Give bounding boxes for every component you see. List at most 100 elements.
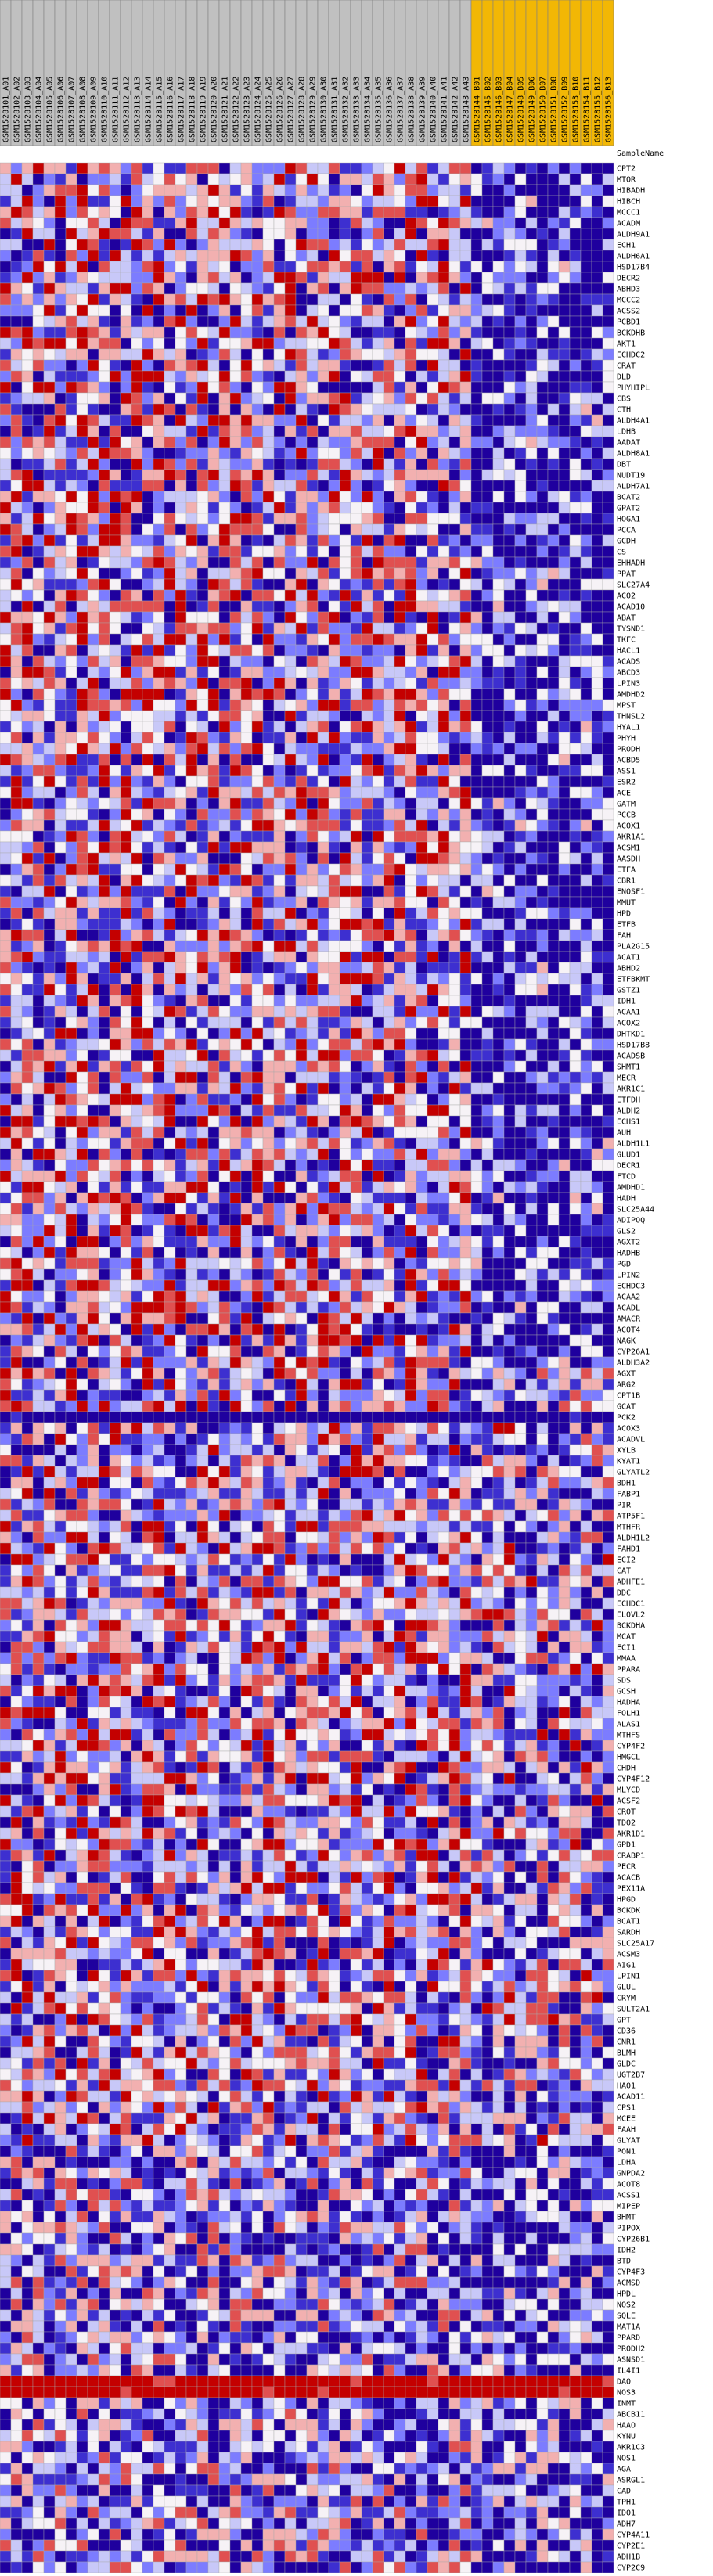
cell	[361, 655, 373, 667]
cell	[142, 962, 154, 974]
cell	[218, 293, 231, 306]
cell	[514, 491, 527, 503]
cell	[175, 414, 187, 426]
cell	[427, 1060, 439, 1073]
cell	[76, 699, 88, 711]
cell	[438, 874, 450, 887]
cell	[372, 951, 384, 963]
cell	[405, 545, 417, 558]
cell	[503, 162, 516, 174]
cell	[536, 403, 549, 416]
cell	[54, 600, 67, 613]
cell	[405, 918, 417, 930]
cell	[536, 984, 549, 996]
sample-name: GSM1528118_A18	[189, 77, 197, 142]
cell	[536, 1016, 549, 1029]
cell	[481, 995, 494, 1007]
cell	[591, 885, 603, 898]
cell	[54, 173, 67, 185]
cell	[196, 754, 209, 766]
cell	[372, 984, 384, 996]
cell	[262, 458, 275, 470]
cell	[207, 556, 220, 569]
cell	[547, 743, 560, 755]
cell	[602, 239, 614, 251]
cell	[175, 918, 187, 930]
cell	[514, 381, 527, 394]
cell	[591, 863, 603, 876]
cell	[383, 611, 395, 624]
cell	[87, 523, 99, 536]
cell	[142, 765, 154, 777]
cell	[142, 655, 154, 667]
cell	[339, 721, 351, 733]
cell	[207, 1104, 220, 1117]
cell	[153, 447, 165, 459]
cell	[262, 315, 275, 328]
cell	[492, 195, 505, 207]
cell	[98, 1104, 110, 1117]
cell	[372, 1016, 384, 1029]
cell	[295, 272, 308, 284]
cell	[306, 315, 319, 328]
cell	[372, 622, 384, 635]
cell	[547, 436, 560, 448]
cell	[339, 1027, 351, 1040]
cell	[196, 261, 209, 273]
cell	[153, 677, 165, 689]
cell	[131, 754, 143, 766]
cell	[76, 447, 88, 459]
cell	[240, 513, 253, 525]
cell	[251, 261, 264, 273]
cell	[536, 359, 549, 372]
cell	[32, 1049, 45, 1062]
cell	[251, 458, 264, 470]
cell	[87, 315, 99, 328]
cell	[54, 710, 67, 722]
cell	[32, 228, 45, 240]
cell	[229, 162, 242, 174]
cell	[525, 743, 538, 755]
cell	[448, 896, 461, 908]
cell	[558, 184, 571, 196]
cell	[569, 447, 582, 459]
cell	[109, 184, 121, 196]
cell	[262, 195, 275, 207]
cell	[416, 644, 428, 657]
cell	[525, 852, 538, 865]
cell	[492, 359, 505, 372]
cell	[394, 611, 406, 624]
cell	[438, 304, 450, 317]
cell	[317, 589, 329, 602]
cell	[295, 381, 308, 394]
cell	[547, 458, 560, 470]
cell	[229, 874, 242, 887]
cell	[580, 611, 592, 624]
cell	[459, 436, 472, 448]
cell	[569, 611, 582, 624]
cell	[306, 995, 319, 1007]
cell	[602, 885, 614, 898]
cell	[328, 655, 340, 667]
cell	[43, 567, 56, 580]
cell	[54, 502, 67, 514]
cell	[175, 1027, 187, 1040]
cell	[65, 655, 77, 667]
cell	[558, 765, 571, 777]
cell	[10, 556, 23, 569]
cell	[470, 907, 483, 919]
cell	[32, 973, 45, 985]
cell	[350, 1006, 362, 1018]
cell	[251, 1071, 264, 1084]
cell	[339, 1038, 351, 1051]
cell	[591, 534, 603, 547]
cell	[218, 195, 231, 207]
cell	[21, 830, 34, 843]
cell	[185, 436, 198, 448]
cell	[21, 337, 34, 350]
cell	[131, 830, 143, 843]
cell	[383, 261, 395, 273]
cell	[361, 962, 373, 974]
cell	[0, 743, 12, 755]
cell	[317, 337, 329, 350]
